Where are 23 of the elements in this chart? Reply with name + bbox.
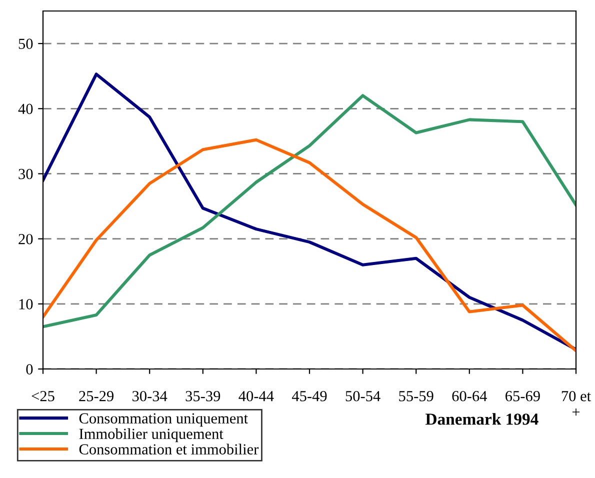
x-tick-label: 25-29 [79,391,114,402]
x-tick-label: 30-34 [132,390,168,402]
y-tick-label: 20 [18,234,33,244]
x-tick-label: 35-39 [186,391,220,402]
x-tick-label: 55-59 [399,391,434,402]
line-series [43,94,576,328]
legend-label: Consommation et immobilier [79,444,259,454]
x-tick-label: 50-54 [346,390,380,402]
x-tick-label: 40-44 [238,390,274,402]
line-series [43,138,576,352]
x-tick-label: 65-69 [506,391,540,402]
x-tick-label: 60-64 [452,390,487,402]
y-tick-label: 30 [18,168,33,180]
legend-label: Immobilier uniquement [79,428,224,442]
y-tick-label: 10 [19,299,33,310]
legend-label: Consommation uniquement [79,413,248,427]
y-tick-label: 0 [26,364,33,374]
y-tick-label: 50 [18,38,33,49]
x-tick-label: 45-49 [292,391,327,402]
x-tick-label: <25 [32,391,54,402]
text: Danemark 1994 [426,413,538,425]
x-tick-label: 70 et + [562,390,591,416]
y-tick-label: 40 [18,104,33,114]
